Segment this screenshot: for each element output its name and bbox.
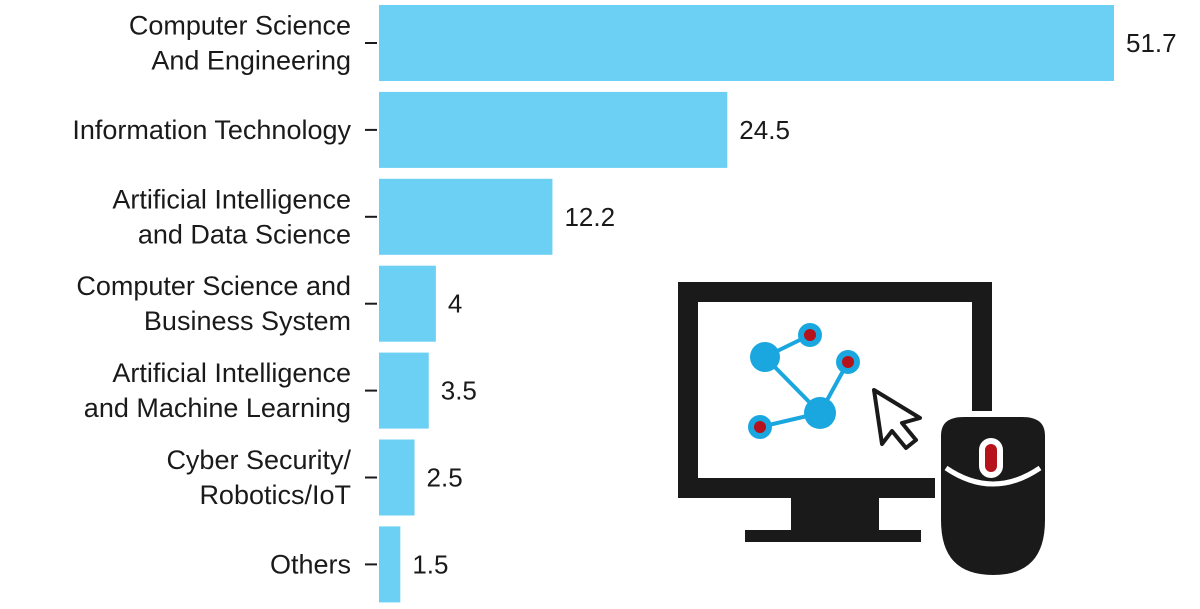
network-node: [750, 342, 780, 372]
value-labels-group: 51.7 24.5 12.2 4 3.5 2.5 1.5: [412, 28, 1176, 579]
monitor-neck: [791, 498, 879, 530]
network-node-center: [842, 356, 854, 368]
monitor-frame: [678, 282, 992, 498]
value-label: 4: [448, 289, 462, 319]
monitor-base: [745, 530, 921, 542]
bar: [379, 265, 436, 342]
bar: [379, 91, 728, 168]
value-label: 3.5: [441, 376, 477, 406]
mouse-divider: [944, 465, 1042, 487]
category-label: Business System: [144, 306, 351, 336]
value-label: 1.5: [412, 549, 448, 579]
bar: [379, 5, 1114, 81]
category-label: Robotics/IoT: [199, 480, 351, 510]
category-labels-group: Computer Science And Engineering Informati…: [72, 11, 351, 580]
value-label: 51.7: [1126, 28, 1177, 58]
bar: [379, 178, 553, 255]
mouse-scroll-wheel-inner: [985, 444, 997, 472]
category-label: Computer Science and: [76, 271, 351, 301]
bars-group: [379, 5, 1114, 603]
bar: [379, 526, 401, 603]
bar: [379, 352, 429, 429]
category-label: Computer Science: [129, 11, 351, 41]
network-node-center: [754, 421, 766, 433]
mouse-icon: [935, 411, 1051, 582]
category-label: Others: [270, 549, 351, 579]
network-node-center: [804, 329, 816, 341]
value-label: 2.5: [427, 463, 463, 493]
category-label: and Machine Learning: [84, 393, 351, 423]
category-label: Artificial Intelligence: [112, 358, 351, 388]
ticks-group: [365, 42, 377, 566]
category-label: and Data Science: [138, 219, 351, 249]
category-label: Cyber Security/: [166, 445, 351, 475]
category-label: Information Technology: [72, 115, 351, 145]
cursor-arrow-icon: [872, 388, 922, 450]
category-label: And Engineering: [151, 46, 351, 76]
category-label: Artificial Intelligence: [112, 184, 351, 214]
value-label: 24.5: [739, 115, 790, 145]
computer-mouse-icon: [678, 282, 1051, 582]
value-label: 12.2: [564, 202, 615, 232]
bar: [379, 439, 415, 516]
network-node: [804, 397, 836, 429]
